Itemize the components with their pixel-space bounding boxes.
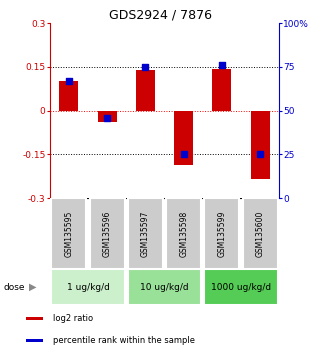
Point xyxy=(257,152,263,157)
Bar xyxy=(128,198,163,269)
Point xyxy=(219,62,224,68)
Bar xyxy=(90,198,125,269)
Text: 10 ug/kg/d: 10 ug/kg/d xyxy=(140,282,189,292)
Bar xyxy=(166,198,201,269)
Text: log2 ratio: log2 ratio xyxy=(53,314,93,323)
Bar xyxy=(128,269,201,305)
Text: GSM135595: GSM135595 xyxy=(65,210,74,257)
Bar xyxy=(136,70,155,110)
Text: GSM135597: GSM135597 xyxy=(141,210,150,257)
Text: GSM135600: GSM135600 xyxy=(256,210,265,257)
Text: GSM135598: GSM135598 xyxy=(179,211,188,257)
Bar xyxy=(251,110,270,179)
Bar xyxy=(26,318,43,320)
Point xyxy=(105,115,110,120)
Text: ▶: ▶ xyxy=(29,282,36,292)
Text: GDS2924 / 7876: GDS2924 / 7876 xyxy=(109,9,212,22)
Text: percentile rank within the sample: percentile rank within the sample xyxy=(53,336,195,345)
Text: GSM135599: GSM135599 xyxy=(217,210,226,257)
Point xyxy=(181,152,186,157)
Bar xyxy=(51,198,86,269)
Bar xyxy=(98,110,117,122)
Bar xyxy=(59,81,78,110)
Bar xyxy=(51,269,125,305)
Point xyxy=(143,64,148,70)
Bar xyxy=(174,110,193,165)
Bar xyxy=(204,198,239,269)
Text: 1 ug/kg/d: 1 ug/kg/d xyxy=(66,282,109,292)
Bar xyxy=(212,69,231,110)
Bar xyxy=(204,269,278,305)
Point xyxy=(66,78,72,84)
Text: dose: dose xyxy=(3,282,25,292)
Bar xyxy=(243,198,278,269)
Text: 1000 ug/kg/d: 1000 ug/kg/d xyxy=(211,282,271,292)
Text: GSM135596: GSM135596 xyxy=(103,210,112,257)
Bar xyxy=(26,339,43,342)
